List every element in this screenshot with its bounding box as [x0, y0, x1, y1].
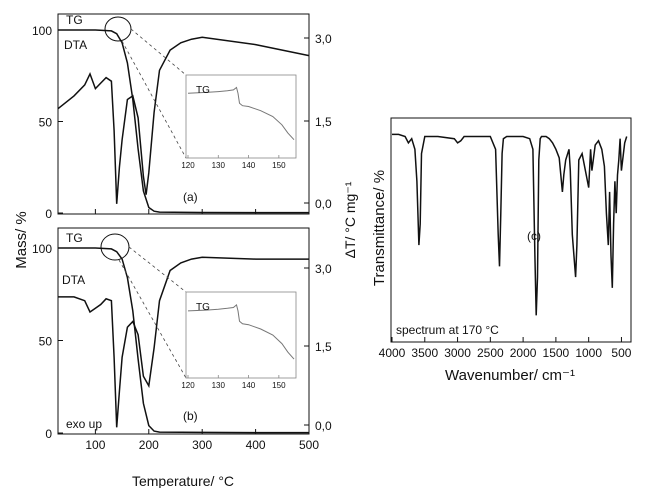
inset-label: TG	[196, 302, 210, 313]
y-left-tick-label: 50	[39, 335, 53, 349]
y-left-tick-label: 0	[45, 207, 52, 221]
zoom-ellipse	[100, 233, 130, 261]
panel-label: (a)	[183, 190, 198, 204]
x-tick-label: 200	[139, 438, 159, 452]
tg-label: TG	[66, 13, 83, 27]
y-right-tick-label: 0,0	[315, 197, 332, 211]
y-left-tick-label: 100	[32, 242, 52, 256]
panel-c: 4000 3500 3000 2500 2000 1500 1000 500 (c) spectr…	[371, 117, 632, 384]
ir-x-tick-label: 2500	[477, 346, 504, 360]
ir-x-tick-label: 1000	[575, 346, 602, 360]
y-left-axis-title: Mass/ %	[13, 211, 30, 269]
zoom-connector	[130, 28, 187, 76]
zoom-connector	[128, 246, 187, 293]
dta-curve	[57, 36, 310, 204]
ir-annotation: spectrum at 170 °C	[396, 323, 499, 337]
inset-x-tick-label: 120	[181, 381, 195, 390]
x-tick-label: 500	[299, 438, 319, 452]
x-axis-title: Temperature/ °C	[132, 473, 234, 488]
inset-x-tick-label: 120	[181, 161, 195, 170]
y-right-tick-label: 1,5	[315, 115, 332, 129]
panel-label: (b)	[183, 409, 198, 423]
ir-x-tick-label: 2000	[510, 346, 537, 360]
ir-x-tick-label: 3500	[411, 346, 438, 360]
y-right-tick-label: 1,5	[315, 340, 332, 354]
inset-x-tick-label: 130	[212, 381, 226, 390]
tg-curve	[58, 29, 309, 214]
ir-x-tick-label: 4000	[379, 346, 406, 360]
inset-x-tick-label: 140	[242, 161, 256, 170]
ir-spectrum-curve	[392, 133, 628, 316]
inset-frame	[185, 74, 297, 159]
y-right-tick-label: 0,0	[315, 419, 332, 433]
tg-label: TG	[66, 231, 83, 245]
y-right-axis-title: ΔT/ °C mg⁻¹	[342, 181, 358, 258]
ir-y-axis-title: Transmittance/ %	[371, 170, 388, 286]
y-left-tick-label: 50	[39, 116, 53, 130]
y-right-tick-label: 3,0	[315, 262, 332, 276]
inset-x-tick-label: 150	[272, 381, 286, 390]
inset-x-tick-label: 130	[212, 161, 226, 170]
ir-panel-label: (c)	[527, 229, 541, 243]
inset-label: TG	[196, 85, 210, 96]
ir-x-axis-title: Wavenumber/ cm⁻¹	[445, 367, 575, 384]
ir-x-tick-label: 500	[611, 346, 631, 360]
ir-x-tick-label: 3000	[444, 346, 471, 360]
inset-x-tick-label: 140	[242, 381, 256, 390]
exo-up-label: exo up	[66, 417, 102, 431]
dta-label: DTA	[62, 273, 85, 287]
ir-plot-frame	[390, 117, 632, 343]
tg-curve	[58, 247, 309, 434]
zoom-connector	[121, 40, 187, 159]
ir-x-tick-label: 1500	[543, 346, 570, 360]
inset-x-tick-label: 150	[272, 161, 286, 170]
zoom-connector	[118, 259, 187, 379]
inset-curve	[187, 304, 295, 360]
x-tick-label: 400	[246, 438, 266, 452]
y-left-tick-label: 0	[45, 427, 52, 441]
dta-label: DTA	[64, 38, 87, 52]
panel-b: 0 50 100 0,0 1,5 3,0 100 200 300 400 500 TG DTA (b) TG…	[13, 181, 358, 488]
plot-frame	[57, 13, 310, 215]
inset-curve	[187, 86, 295, 141]
zoom-ellipse	[104, 16, 132, 42]
inset-frame	[185, 291, 297, 379]
y-right-tick-label: 3,0	[315, 32, 332, 46]
panel-a: 0 50 100 0,0 1,5 3,0 TG DTA (a) TG 120 130 140 150	[32, 13, 332, 221]
x-tick-label: 300	[192, 438, 212, 452]
y-left-tick-label: 100	[32, 24, 52, 38]
plot-frame	[57, 227, 310, 435]
dta-curve	[58, 256, 309, 428]
x-tick-label: 100	[85, 438, 105, 452]
